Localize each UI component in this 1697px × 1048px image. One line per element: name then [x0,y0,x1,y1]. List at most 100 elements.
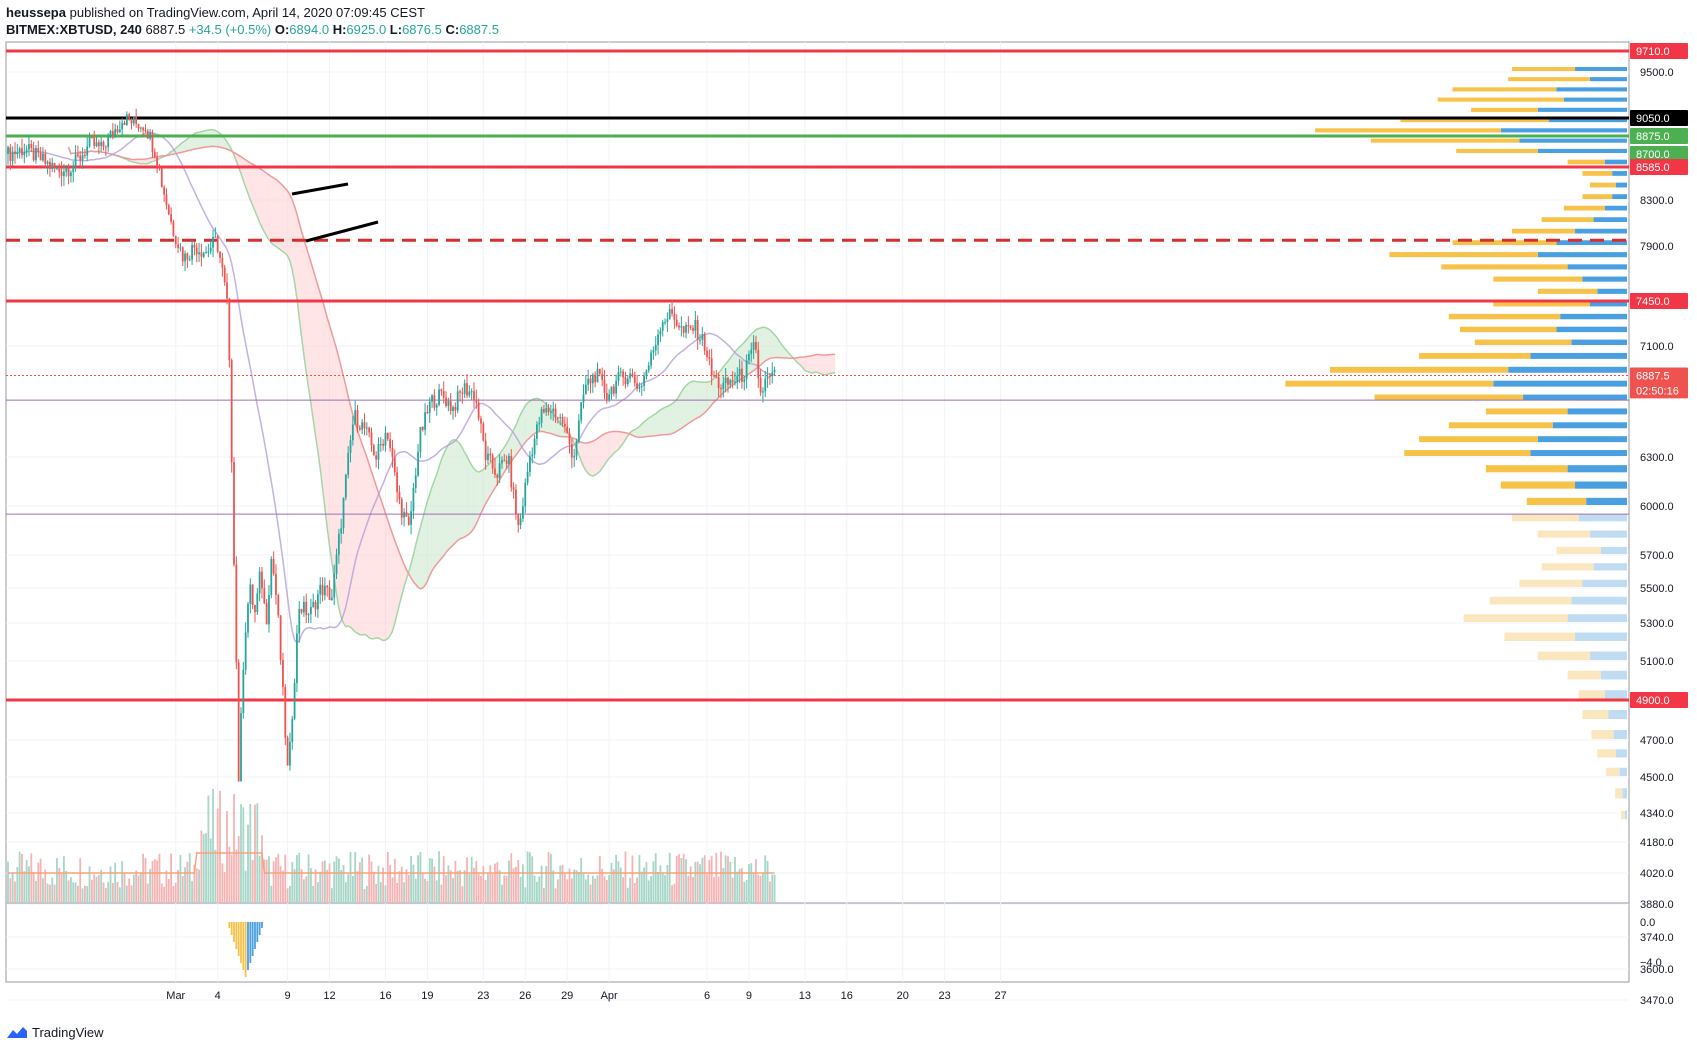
kumo-bear-segment [287,191,290,261]
price-label-box [1630,159,1688,175]
price-label-text: 02:50:16 [1636,385,1679,397]
volume-bar [419,852,422,903]
volume-profile-bar-up [1586,497,1627,505]
volume-bar [319,871,322,903]
candle-body [95,142,98,146]
kumo-bull-segment [429,486,433,576]
candle-body [589,378,592,384]
volume-bar [710,855,713,903]
kumo-bull-segment [667,405,670,435]
candle-body [289,741,291,766]
symbol-label[interactable]: BITMEX:XBTUSD, 240 [6,22,142,37]
kumo-bear-segment [254,165,258,217]
volume-bar [745,879,748,903]
kumo-bull-segment [541,400,544,432]
volume-profile-bar-up [1612,194,1627,199]
kumo-bull-segment [448,441,451,550]
volume-profile-bar-down [1621,810,1625,820]
time-axis[interactable]: Mar 4 9 12 16 19 23 26 29 Apr 6 9 13 16 20 23 27 [166,990,1006,1002]
volume-bar [74,882,77,903]
kumo-bear-segment [807,356,810,373]
candle-body [221,257,224,268]
candle-body [286,737,289,766]
kumo-bear-segment [383,506,386,641]
channel-upper-line[interactable] [291,182,349,196]
volume-profile-bar-down [1578,690,1605,699]
kumo-bear-segment [313,269,316,437]
kumo-bear-segment [257,167,260,223]
channel-lower-line[interactable] [305,220,379,243]
volume-bar [685,859,687,903]
kumo-bull-segment [476,471,479,524]
candle-body [540,409,543,423]
volume-bar [18,851,21,903]
kumo-bear-segment [357,430,360,635]
kumo-bull-segment [201,130,204,148]
kumo-bear-segment [390,527,393,636]
kumo-bull-segment [441,453,444,559]
kumo-bull-segment [672,402,675,434]
candle-body [741,368,743,382]
candle-body [738,368,741,376]
candle-body [9,147,12,162]
volume-bar [594,878,597,903]
candle-body [188,259,191,261]
price-axis[interactable]: 9500.0 8300.0 7900.0 7100.0 6300.0 6000.0 5700… [1630,43,1688,1007]
volume-bar [79,858,82,903]
volume-profile-bar-up [1537,436,1627,443]
price-label-text: 8700.0 [1636,149,1670,161]
volume-bar [589,884,592,903]
volume-bar [470,856,473,903]
oscillator-bar [240,922,242,963]
volume-bar [323,860,326,903]
volume-profile-bar-down [1374,394,1524,401]
kumo-bull-segment [662,407,666,435]
volume-bar [377,865,380,903]
volume-bar [58,867,61,903]
volume-bar [16,867,19,903]
candle-body [694,320,697,331]
kumo-bear-segment [369,464,372,639]
candle-body [403,512,405,518]
volume-bar [393,858,396,903]
volume-bar [135,870,138,903]
candle-body [484,440,487,461]
kumo-bull-segment [457,441,461,541]
candle-body [636,383,638,389]
brand-name[interactable]: TradingView [32,1024,104,1040]
candle-body [428,401,431,414]
trend-channel[interactable] [291,182,379,243]
volume-bar [251,860,254,903]
volume-bar [531,856,534,903]
volume-bar [417,855,419,903]
price-tick-label: 5500.0 [1640,583,1674,595]
candle-body [291,718,294,742]
kumo-bull-segment [550,410,554,435]
kumo-bear-segment [394,540,398,624]
candle-body [35,148,37,161]
kumo-bear-segment [278,181,281,251]
candle-body [116,129,119,133]
volume-bar [631,855,634,903]
volume-bar [330,888,333,903]
volume-profile-bar-up [1571,339,1627,345]
candle-body [319,584,322,595]
candle-body [74,154,77,167]
volume-bar [454,860,457,903]
volume-bar [160,883,163,903]
volume-bar [696,861,699,903]
volume-profile-bar-down [1452,240,1557,245]
candle-body [626,378,629,385]
kumo-bull-segment [641,421,645,438]
volume-bar [97,875,100,903]
candle-body [594,374,597,383]
candle-body [249,584,252,604]
volume-profile-bar-up [1619,767,1627,776]
kumo-bull-segment [206,130,209,147]
candle-body [270,559,273,596]
price-label-box [1630,367,1688,384]
author-name[interactable]: heussepa [6,5,66,20]
volume-bar [391,877,394,903]
volume-bar [692,876,694,903]
